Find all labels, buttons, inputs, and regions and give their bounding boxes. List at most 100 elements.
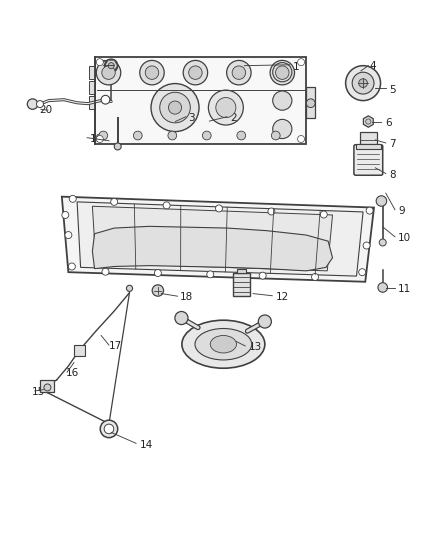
Circle shape — [100, 420, 118, 438]
Text: 7: 7 — [389, 139, 396, 149]
Circle shape — [96, 59, 103, 66]
Circle shape — [151, 84, 199, 132]
Circle shape — [169, 101, 182, 114]
Text: 16: 16 — [65, 368, 78, 378]
Circle shape — [366, 207, 373, 214]
Circle shape — [376, 196, 387, 206]
Bar — [306, 87, 315, 118]
Circle shape — [99, 131, 108, 140]
Circle shape — [189, 66, 202, 79]
Circle shape — [272, 131, 280, 140]
Circle shape — [311, 273, 318, 280]
Bar — [89, 66, 95, 79]
Circle shape — [258, 315, 272, 328]
Circle shape — [163, 202, 170, 209]
Text: 5: 5 — [389, 85, 396, 95]
Text: 8: 8 — [389, 170, 396, 180]
Circle shape — [226, 60, 251, 85]
Circle shape — [168, 131, 177, 140]
Circle shape — [69, 195, 76, 203]
Text: 21: 21 — [101, 60, 114, 70]
Circle shape — [237, 131, 246, 140]
Text: 11: 11 — [398, 284, 411, 294]
Circle shape — [297, 135, 304, 142]
Circle shape — [359, 269, 366, 276]
Bar — [89, 81, 95, 94]
Polygon shape — [62, 197, 374, 282]
Circle shape — [154, 270, 161, 277]
Bar — [95, 57, 306, 144]
Text: 2: 2 — [230, 113, 237, 123]
Circle shape — [68, 263, 75, 270]
FancyBboxPatch shape — [354, 144, 383, 175]
Circle shape — [108, 62, 114, 69]
Circle shape — [216, 98, 236, 118]
Text: 19: 19 — [90, 134, 103, 143]
Text: 15: 15 — [32, 387, 46, 397]
Circle shape — [306, 99, 315, 108]
Circle shape — [105, 59, 118, 72]
Circle shape — [346, 66, 381, 101]
Circle shape — [202, 131, 211, 140]
Text: 13: 13 — [249, 342, 262, 352]
Bar — [74, 345, 85, 356]
Circle shape — [175, 311, 188, 325]
Circle shape — [111, 198, 118, 205]
Text: 17: 17 — [109, 341, 122, 351]
Bar — [233, 273, 251, 296]
Circle shape — [208, 90, 244, 125]
Circle shape — [104, 424, 114, 434]
Circle shape — [268, 208, 275, 215]
Circle shape — [160, 92, 191, 123]
Circle shape — [320, 211, 327, 218]
Bar — [237, 269, 246, 273]
Circle shape — [215, 205, 223, 212]
Circle shape — [102, 268, 109, 275]
Circle shape — [259, 272, 266, 279]
Polygon shape — [92, 227, 332, 271]
Circle shape — [366, 119, 371, 124]
Circle shape — [152, 285, 163, 296]
Bar — [360, 132, 377, 148]
Circle shape — [127, 285, 133, 292]
Ellipse shape — [210, 335, 237, 353]
Text: 10: 10 — [398, 233, 411, 243]
Circle shape — [145, 66, 159, 79]
Text: 18: 18 — [180, 292, 193, 302]
Text: 9: 9 — [398, 206, 405, 216]
Bar — [356, 144, 381, 149]
Circle shape — [273, 119, 292, 139]
Circle shape — [297, 59, 304, 66]
Circle shape — [27, 99, 38, 109]
Circle shape — [359, 79, 367, 87]
Circle shape — [207, 271, 214, 278]
Circle shape — [183, 60, 208, 85]
Text: 12: 12 — [276, 292, 289, 302]
Polygon shape — [92, 206, 332, 271]
Circle shape — [273, 62, 292, 82]
Polygon shape — [77, 202, 363, 276]
Circle shape — [378, 282, 388, 292]
Circle shape — [44, 384, 51, 391]
Circle shape — [65, 231, 72, 239]
Circle shape — [379, 239, 386, 246]
Circle shape — [96, 60, 121, 85]
Bar — [40, 380, 54, 392]
Text: 20: 20 — [39, 105, 52, 115]
Circle shape — [352, 72, 374, 94]
Circle shape — [273, 91, 292, 110]
Circle shape — [101, 95, 110, 104]
Ellipse shape — [195, 328, 252, 360]
Polygon shape — [364, 116, 373, 127]
Circle shape — [134, 131, 142, 140]
Circle shape — [62, 212, 69, 219]
Text: 4: 4 — [370, 61, 376, 71]
Circle shape — [363, 242, 370, 249]
Ellipse shape — [182, 320, 265, 368]
Circle shape — [102, 66, 115, 79]
Circle shape — [96, 135, 103, 142]
Polygon shape — [105, 60, 118, 71]
Text: 6: 6 — [385, 118, 392, 128]
Bar — [89, 96, 95, 109]
Circle shape — [270, 60, 294, 85]
